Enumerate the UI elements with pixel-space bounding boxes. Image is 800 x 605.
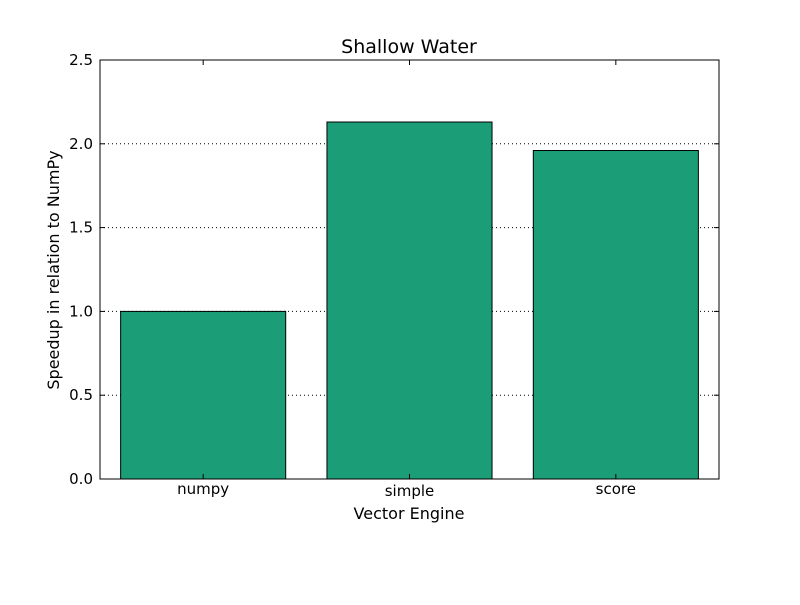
y-tick-label: 2.5 bbox=[69, 51, 93, 69]
bar-simple bbox=[326, 121, 493, 480]
y-axis-label: Speedup in relation to NumPy bbox=[44, 150, 63, 389]
bars-layer bbox=[120, 121, 699, 480]
x-tick-label-simple: simple bbox=[385, 482, 435, 500]
y-tick-label: 1.5 bbox=[69, 219, 93, 237]
y-tick-label: 2.0 bbox=[69, 135, 93, 153]
chart-title: Shallow Water bbox=[341, 36, 477, 58]
y-tick-label: 0.5 bbox=[69, 386, 93, 404]
y-tick-label: 0.0 bbox=[69, 470, 93, 488]
y-tick-label: 1.0 bbox=[69, 302, 93, 320]
bar-score bbox=[532, 150, 699, 480]
x-tick-label-numpy: numpy bbox=[177, 480, 229, 498]
x-axis: numpy simple score bbox=[177, 60, 636, 500]
x-axis-label: Vector Engine bbox=[354, 504, 465, 523]
x-tick-label-score: score bbox=[596, 480, 636, 498]
bar-numpy bbox=[120, 310, 287, 480]
y-axis: 0.0 0.5 1.0 1.5 2.0 2.5 bbox=[69, 51, 719, 488]
